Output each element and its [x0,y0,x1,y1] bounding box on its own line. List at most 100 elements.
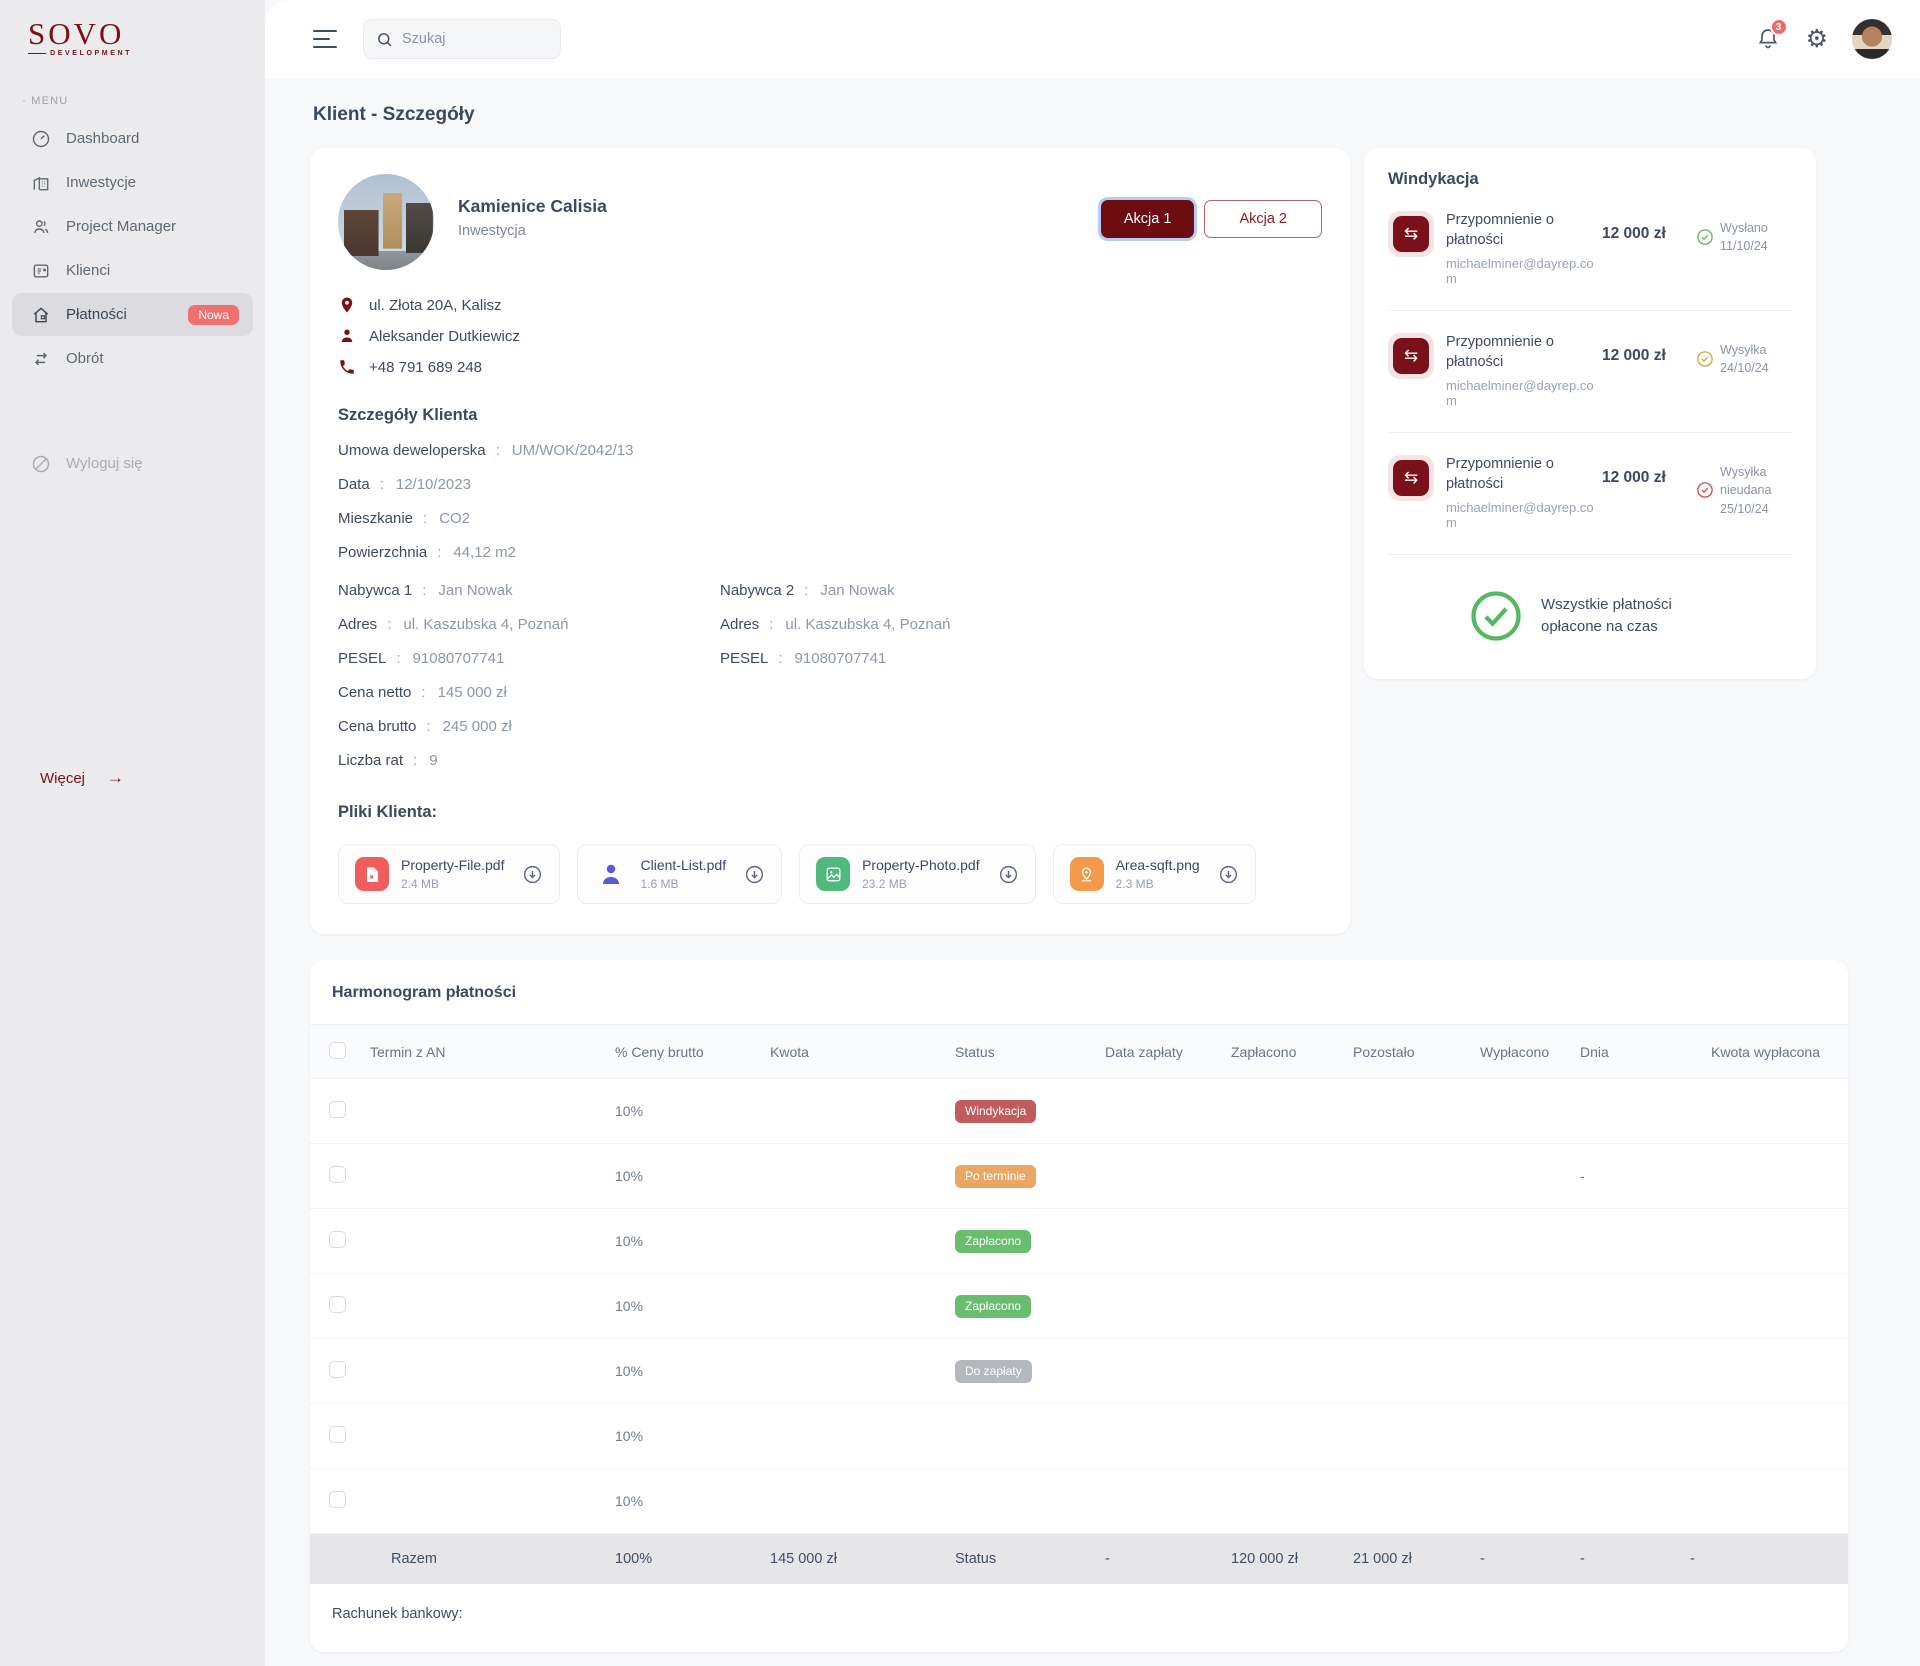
detail-row: PESEL:91080707741 [720,650,887,667]
percent-cell: 10% [615,1428,644,1444]
file-card[interactable]: Area-sqft.png 2.3 MB [1052,844,1256,904]
settings-gear-icon[interactable]: ⚙ [1805,24,1828,53]
sidebar-item[interactable]: Klienci [12,249,253,292]
schedule-row: 10% [310,1469,1848,1534]
reminder-email: michaelminer@dayrep.com [1446,256,1594,287]
row-checkbox[interactable] [329,1296,346,1316]
file-name: Property-Photo.pdf [862,857,980,873]
detail-row: Cena brutto:245 000 zł [338,718,512,735]
file-size: 1.6 MB [640,877,679,891]
sidebar-item[interactable]: Inwestycje [12,161,253,204]
schedule-row: 10% [310,1404,1848,1469]
status-cell: Do zapłaty [955,1359,1105,1383]
file-size: 2.3 MB [1115,877,1154,891]
column-header: Kwota wypłacona [1711,1043,1820,1060]
client-details-list: Umowa deweloperska: UM/WOK/2042/13 Data:1… [338,442,1322,561]
file-size: 23.2 MB [862,877,907,891]
reminder-amount: 12 000 zł [1602,469,1666,487]
slash-circle-icon [30,453,52,475]
row-checkbox[interactable] [329,1166,346,1186]
buyer-2-column: Nabywca 2: Jan Nowak Adres: ul. Kaszubska … [720,565,1020,667]
id-card-icon [30,260,52,282]
more-button[interactable]: Więcej → [40,768,124,788]
schedule-row: 10% Do zapłaty [310,1339,1848,1404]
buyers-columns: Nabywca 1: Jan Nowak Adres: ul. Kaszubska … [338,565,1322,667]
delivery-status: Wysłano 11/10/24 [1696,219,1792,255]
status-text: Wysyłka nieudana 25/10/24 [1720,465,1772,516]
totals-label: Razem [391,1551,437,1567]
file-card[interactable]: Property-File.pdf 2.4 MB [338,844,561,904]
file-card[interactable]: Client-List.pdf 1.6 MB [577,844,783,904]
sidebar-item[interactable]: Dashboard [12,117,253,160]
percent-cell: 10% [615,1233,644,1249]
brand-tagline: DEVELOPMENT [50,50,132,57]
logout-button[interactable]: Wyloguj się [12,442,253,485]
column-header: Data zapłaty [1105,1043,1183,1060]
status-cell: Zapłacono [955,1294,1105,1318]
row-checkbox[interactable] [329,1426,346,1446]
page-title: Klient - Szczegóły [313,104,475,125]
column-header: Termin z AN [370,1043,446,1060]
pricing-list: Cena netto:145 000 zł Cena brutto:245 00… [338,684,1322,769]
sidebar-item-label: Obrót [66,350,104,367]
user-avatar[interactable] [1852,19,1892,59]
detail-row: Umowa deweloperska: UM/WOK/2042/13 [338,442,634,459]
detail-row: Mieszkanie: CO2 [338,510,471,527]
windykacja-item[interactable]: ⇆ Przypomnienie o płatności michaelminer… [1388,311,1792,434]
building-icon [30,172,52,194]
transfer-icon: ⇆ [1388,211,1434,257]
image-file-icon [816,857,851,891]
status-check-icon [1696,228,1714,246]
reminder-amount: 12 000 zł [1602,347,1666,365]
swap-icon [30,348,52,370]
status-text: Wysłano 11/10/24 [1720,221,1768,254]
row-checkbox[interactable] [329,1101,346,1121]
status-check-icon [1696,350,1714,368]
column-header: Dnia [1580,1043,1609,1060]
search-input[interactable] [402,31,548,47]
bank-account-label: Rachunek bankowy: [332,1606,463,1622]
file-name: Property-File.pdf [401,857,505,873]
windykacja-item[interactable]: ⇆ Przypomnienie o płatności michaelminer… [1388,433,1792,556]
sidebar-item[interactable]: Płatności Nowa [12,293,253,336]
row-checkbox[interactable] [329,1361,346,1381]
sidebar-item[interactable]: Project Manager [12,205,253,248]
client-details-title: Szczegóły Klienta [338,406,478,424]
status-badge: Po terminie [955,1164,1036,1188]
windykacja-item[interactable]: ⇆ Przypomnienie o płatności michaelminer… [1388,189,1792,312]
schedule-row: 10% Zapłacono [310,1274,1848,1339]
download-icon[interactable] [516,864,543,885]
totals-status: Status [955,1551,997,1567]
download-icon[interactable] [1212,864,1239,885]
action2-button[interactable]: Akcja 2 [1204,200,1322,238]
download-icon[interactable] [992,864,1019,885]
totals-kwota: 145 000 zł [770,1551,837,1567]
totals-percent: 100% [615,1551,653,1567]
sidebar-item[interactable]: Obrót [12,337,253,380]
sidebar-item-label: Płatności [66,306,127,323]
person-icon [338,327,356,345]
row-checkbox[interactable] [329,1231,346,1251]
client-details-card: Kamienice Calisia Inwestycja Akcja 1 Akc… [310,148,1350,934]
row-checkbox[interactable] [329,1491,346,1511]
menu-section-label: · MENU [22,93,69,107]
buyer-1-column: Nabywca 1: Jan Nowak Adres: ul. Kaszubska … [338,565,638,667]
location-pin-icon [338,296,356,314]
search-box[interactable] [363,19,561,59]
reminder-email: michaelminer@dayrep.com [1446,500,1594,531]
download-icon[interactable] [738,864,765,885]
pdf-file-icon [355,857,389,891]
file-name: Area-sqft.png [1115,857,1200,873]
status-badge: Windykacja [955,1099,1037,1123]
notifications-bell-icon[interactable]: 3 [1756,18,1788,52]
select-all-checkbox[interactable] [329,1041,346,1062]
schedule-header-row: Termin z AN % Ceny brutto Kwota Status D… [310,1024,1848,1079]
more-label: Więcej [40,769,86,787]
hamburger-menu-icon[interactable] [313,30,337,48]
file-card[interactable]: Property-Photo.pdf 23.2 MB [799,844,1036,904]
dnia-cell: - [1580,1168,1585,1184]
action1-button[interactable]: Akcja 1 [1100,200,1195,238]
transfer-icon: ⇆ [1388,455,1434,502]
totals-wyplacono: - [1480,1551,1485,1567]
detail-row: Data:12/10/2023 [338,476,471,493]
